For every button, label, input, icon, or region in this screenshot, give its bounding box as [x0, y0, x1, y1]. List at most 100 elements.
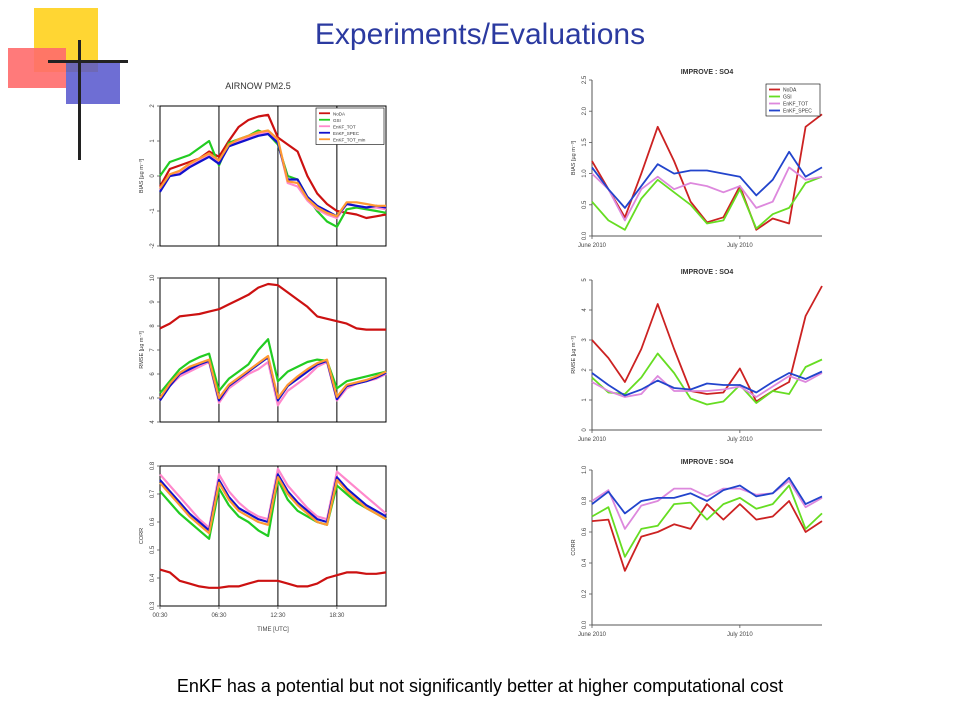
y-tick-label: 9 — [150, 300, 156, 304]
series-line-gsi — [591, 352, 823, 406]
chart-title: IMPROVE : SO4 — [681, 69, 734, 76]
y-tick-label: 0.0 — [582, 231, 588, 240]
series-line-enkf-tot — [591, 479, 823, 530]
series-line-enkf-spec — [159, 132, 387, 218]
legend-label: EnKF_TOT — [783, 102, 808, 108]
series-line-enkf-tot — [591, 372, 823, 398]
y-tick-label: 2.0 — [582, 106, 588, 115]
y-tick-label: -2 — [150, 243, 156, 249]
y-tick-label: 0 — [150, 174, 156, 178]
x-tick-label: 12:30 — [270, 613, 286, 619]
y-tick-label: 3 — [582, 338, 588, 342]
y-tick-label: 10 — [150, 274, 156, 281]
series-line-noda — [591, 500, 823, 572]
legend-label: GSI — [783, 95, 792, 101]
series-line-enkf-tot-min — [159, 354, 387, 400]
x-tick-label: July 2010 — [727, 437, 753, 443]
right-figure: IMPROVE : SO4 0.0 0.5 1.0 1.5 2.0 2.5 BIAS [µg … — [550, 62, 840, 642]
deco-red-block — [8, 48, 66, 88]
legend-label: EnKF_SPEC — [333, 131, 360, 136]
legend-label: NoDA — [333, 111, 345, 116]
x-tick-label: 18:30 — [329, 613, 345, 619]
series-line-noda — [159, 568, 387, 589]
deco-horizontal-line — [48, 60, 128, 63]
y-tick-label: 0.4 — [582, 558, 588, 567]
y-tick-label: 1.5 — [582, 138, 588, 147]
chart-title: IMPROVE : SO4 — [681, 269, 734, 276]
legend-label: EnKF_TOT — [333, 124, 356, 129]
y-tick-label: 0.2 — [582, 589, 588, 598]
y-tick-label: 2.5 — [582, 75, 588, 84]
y-tick-label: 2 — [150, 104, 156, 108]
y-tick-label: 6 — [150, 372, 156, 376]
y-tick-label: 4 — [150, 420, 156, 424]
series-line-enkf-spec — [591, 370, 823, 397]
y-tick-label: 2 — [582, 368, 588, 372]
series-line-gsi — [159, 129, 387, 228]
series-line-gsi — [159, 478, 387, 540]
series-line-noda — [159, 282, 386, 331]
series-line-enkf-spec — [591, 476, 823, 515]
left-figure-title: AIRNOW PM2.5 — [225, 81, 291, 91]
chart-panel: 0.3 0.4 0.5 0.6 0.7 0.8 CORR 00:30 06:30 12:30 18:… — [139, 461, 387, 633]
chart-panel: 4 5 6 7 8 9 10 RMSE [µg m⁻³] — [139, 274, 387, 424]
y-tick-label: 0.3 — [150, 601, 156, 610]
x-tick-label: June 2010 — [578, 437, 607, 443]
y-axis-label: CORR — [139, 528, 145, 544]
y-axis-label: BIAS [µg m⁻³] — [139, 158, 145, 193]
legend-label: GSI — [333, 118, 341, 123]
series-line-noda — [591, 285, 823, 403]
series-line-gsi — [591, 175, 823, 231]
y-tick-label: 5 — [582, 278, 588, 282]
y-tick-label: 4 — [582, 308, 588, 312]
plot-frame — [159, 277, 387, 423]
plot-frame — [159, 465, 387, 607]
y-axis-label: RMSE [µg m⁻³] — [571, 336, 577, 374]
y-tick-label: 0.4 — [150, 573, 156, 582]
series-line-enkf-tot — [591, 166, 823, 222]
y-axis-label: RMSE [µg m⁻³] — [139, 331, 145, 369]
y-tick-label: 1 — [582, 398, 588, 402]
y-tick-label: 0.8 — [582, 496, 588, 505]
y-tick-label: 0.5 — [150, 545, 156, 554]
y-tick-label: -1 — [150, 208, 156, 214]
chart-panel: IMPROVE : SO4 0 1 2 3 4 5 RMSE [µg m⁻³] June 201… — [571, 269, 823, 443]
x-tick-label: 00:30 — [152, 613, 168, 619]
y-axis-label: BIAS [µg m⁻³] — [571, 140, 577, 175]
y-tick-label: 0.8 — [150, 461, 156, 470]
left-figure: AIRNOW PM2.5 -2 -1 0 1 2 BIAS [µg m⁻³] NoDA GSI E… — [110, 70, 410, 650]
series-line-gsi — [591, 484, 823, 558]
chart-panel: IMPROVE : SO4 0.0 0.5 1.0 1.5 2.0 2.5 BIAS [µg … — [571, 69, 823, 249]
x-tick-label: July 2010 — [727, 243, 753, 249]
series-line-gsi — [159, 338, 387, 394]
slide-footer: EnKF has a potential but not significant… — [176, 676, 784, 696]
y-tick-label: 7 — [150, 348, 156, 352]
y-tick-label: 0.6 — [150, 517, 156, 526]
series-line-enkf-spec — [591, 150, 823, 209]
y-tick-label: 1.0 — [582, 169, 588, 178]
x-tick-label: July 2010 — [727, 632, 753, 638]
x-axis-label: TIME [UTC] — [257, 627, 289, 633]
legend-label: NoDA — [783, 88, 797, 94]
chart-title: IMPROVE : SO4 — [681, 459, 734, 466]
y-tick-label: 0.0 — [582, 620, 588, 629]
right-figure-svg: IMPROVE : SO4 0.0 0.5 1.0 1.5 2.0 2.5 BIAS [µg … — [571, 69, 823, 638]
y-tick-label: 0.6 — [582, 527, 588, 536]
legend-label: EnKF_TOT_min — [333, 137, 366, 142]
deco-vertical-line — [78, 40, 81, 160]
y-axis-label: CORR — [571, 539, 577, 555]
y-tick-label: 8 — [150, 324, 156, 328]
series-line-enkf-tot-min — [159, 129, 386, 218]
deco-blue-block — [66, 62, 120, 104]
y-tick-label: 0.7 — [150, 489, 156, 498]
y-tick-label: 0 — [582, 428, 588, 432]
y-tick-label: 1 — [150, 139, 156, 143]
series-line-enkf-tot-min — [159, 476, 387, 535]
chart-panel: IMPROVE : SO4 0.0 0.2 0.4 0.6 0.8 1.0 CORR June … — [571, 459, 823, 638]
x-tick-label: June 2010 — [578, 632, 607, 638]
slide-title: Experiments/Evaluations — [314, 18, 646, 51]
